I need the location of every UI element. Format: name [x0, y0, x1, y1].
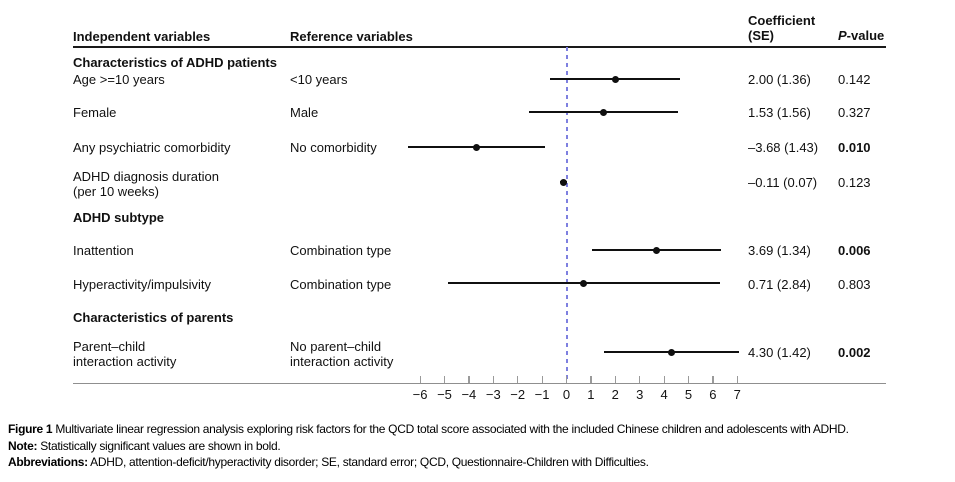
point-estimate-dot [580, 279, 588, 287]
figure-label: Figure 1 [8, 422, 53, 436]
caption-line-note: Note: Statistically significant values a… [8, 438, 281, 453]
abbreviations-label: Abbreviations: [8, 455, 88, 469]
p-value-italic-p: P [838, 28, 847, 43]
axis-tick-label: −6 [412, 387, 428, 402]
axis-tick [492, 376, 494, 383]
coefficient-value-duration: –0.11 (0.07) [748, 175, 818, 190]
axis-tick [566, 376, 568, 383]
coefficient-value-parent-child: 4.30 (1.42) [748, 345, 811, 360]
header-reference-variables: Reference variables [290, 29, 413, 44]
independent-label-comorbidity: Any psychiatric comorbidity [73, 140, 231, 155]
header-p-value: P-value [838, 28, 884, 43]
axis-tick [663, 376, 665, 383]
coefficient-value-age: 2.00 (1.36) [748, 72, 811, 87]
p-value-hyperactivity: 0.803 [838, 277, 871, 292]
axis-tick [468, 376, 470, 383]
independent-label-inattention: Inattention [73, 243, 134, 258]
figure-caption: Figure 1 Multivariate linear regression … [8, 421, 950, 471]
reference-label-hyperactivity: Combination type [290, 277, 392, 292]
point-estimate-dot [560, 178, 568, 186]
caption-line-abbreviations: Abbreviations: ADHD, attention-deficit/h… [8, 455, 649, 469]
p-value-age: 0.142 [838, 72, 871, 87]
axis-tick-label: 1 [587, 387, 595, 402]
axis-tick-label: 0 [562, 387, 571, 402]
point-estimate-dot [667, 348, 675, 356]
axis-tick [712, 376, 714, 383]
axis-tick [614, 376, 616, 383]
p-value-female: 0.327 [838, 105, 871, 120]
axis-tick [444, 376, 446, 383]
axis-tick [419, 376, 421, 383]
axis-tick-label: 2 [611, 387, 619, 402]
p-value-inattention: 0.006 [838, 243, 871, 258]
point-estimate-dot [473, 143, 481, 151]
axis-tick-label: −5 [437, 387, 452, 402]
independent-label-age: Age >=10 years [73, 72, 165, 87]
point-estimate-dot [600, 108, 608, 116]
axis-tick-label: 4 [660, 387, 668, 402]
coefficient-value-hyperactivity: 0.71 (2.84) [748, 277, 811, 292]
zero-reference-line [565, 47, 568, 383]
reference-label-inattention: Combination type [290, 243, 392, 258]
coefficient-value-inattention: 3.69 (1.34) [748, 243, 811, 258]
independent-label-hyperactivity: Hyperactivity/impulsivity [73, 277, 211, 292]
x-axis-line [73, 383, 886, 385]
p-value-parent-child: 0.002 [838, 345, 871, 360]
section-characteristics-adhd-patients: Characteristics of ADHD patients [73, 55, 277, 70]
axis-tick [590, 376, 592, 383]
axis-tick-label: 5 [684, 387, 693, 402]
axis-tick-label: 6 [709, 387, 717, 402]
reference-label-parent-child: No parent–child interaction activity [290, 339, 394, 369]
point-estimate-dot [611, 75, 619, 83]
point-estimate-dot [653, 246, 661, 254]
axis-tick-label: −1 [534, 387, 550, 402]
header-independent-variables: Independent variables [73, 29, 211, 44]
axis-tick [541, 376, 543, 383]
independent-label-duration: ADHD diagnosis duration (per 10 weeks) [73, 169, 219, 199]
coefficient-value-comorbidity: –3.68 (1.43) [748, 140, 819, 155]
axis-tick [639, 376, 641, 383]
independent-label-parent-child: Parent–child interaction activity [73, 339, 177, 369]
axis-tick-label: −3 [485, 387, 501, 402]
axis-tick-label: −2 [510, 387, 526, 402]
p-value-rest: -value [846, 28, 885, 43]
header-coefficient-se: Coefficient (SE) [748, 13, 816, 43]
axis-tick-label: 3 [636, 387, 644, 402]
axis-tick-label: −4 [461, 387, 477, 402]
reference-label-age: <10 years [290, 72, 348, 87]
reference-label-comorbidity: No comorbidity [290, 140, 377, 155]
section-characteristics-of-parents: Characteristics of parents [73, 310, 234, 325]
p-value-comorbidity: 0.010 [838, 140, 871, 155]
axis-tick [736, 376, 738, 383]
axis-tick-label: 7 [733, 387, 741, 402]
axis-tick [517, 376, 519, 383]
p-value-duration: 0.123 [838, 175, 871, 190]
caption-line-figure: Figure 1 Multivariate linear regression … [8, 422, 849, 436]
header-rule [73, 46, 886, 48]
axis-tick [688, 376, 690, 383]
coefficient-value-female: 1.53 (1.56) [748, 105, 811, 120]
reference-label-female: Male [290, 105, 319, 120]
independent-label-female: Female [73, 105, 117, 120]
note-label: Note: [8, 438, 38, 453]
section-adhd-subtype: ADHD subtype [73, 210, 165, 225]
